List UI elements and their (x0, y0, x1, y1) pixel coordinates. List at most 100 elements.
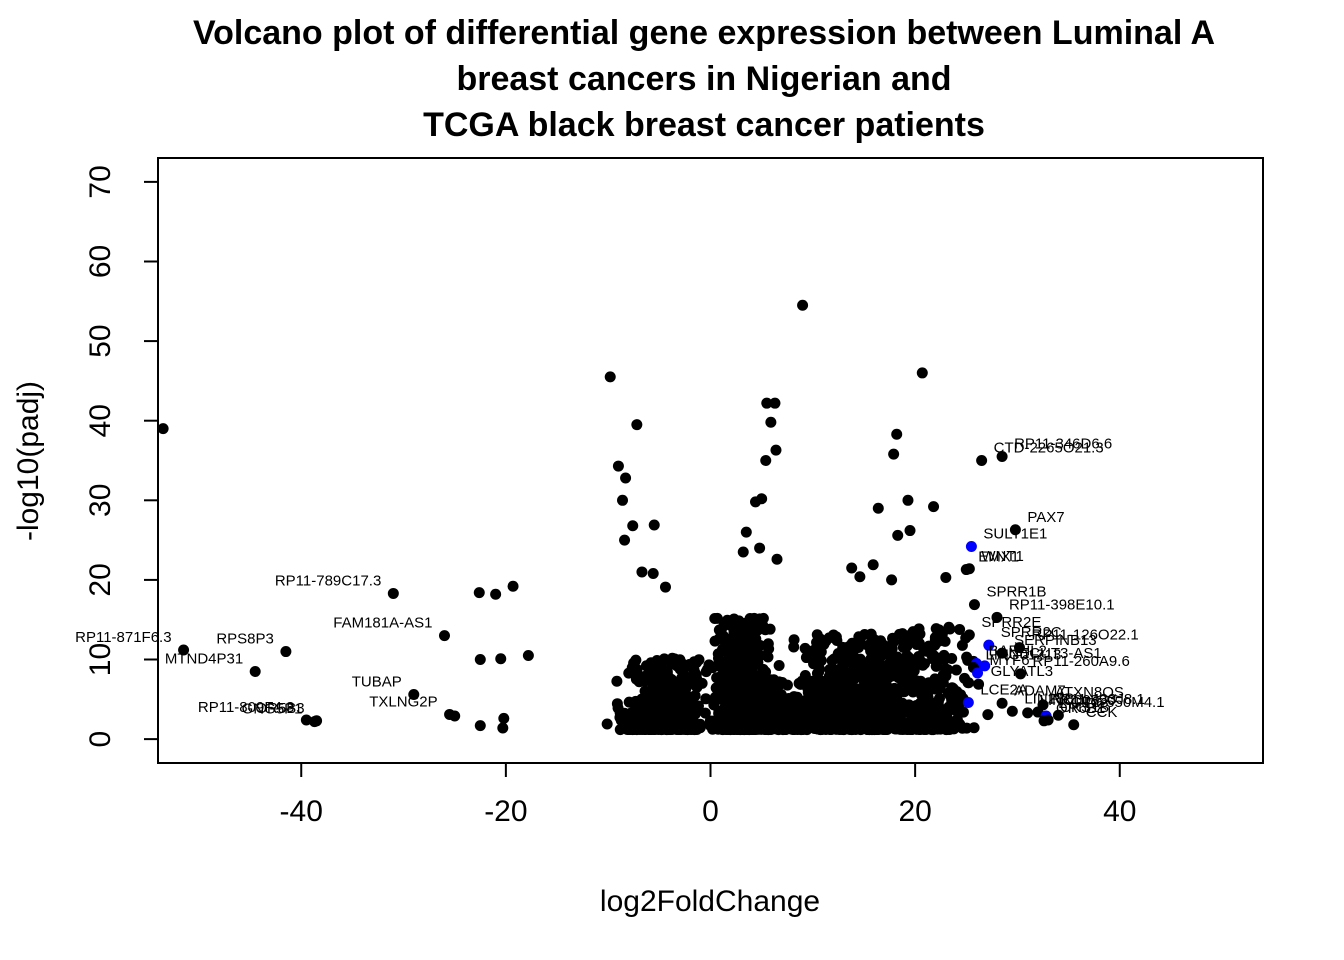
gene-label: SPRR2E (981, 614, 1041, 631)
data-point (844, 724, 856, 736)
gene-label: FAM181A-AS1 (333, 615, 432, 632)
data-point (522, 650, 534, 662)
data-point (776, 723, 788, 735)
data-point (880, 693, 892, 705)
data-point (636, 566, 648, 578)
labeled-data-point (387, 587, 399, 599)
data-point (674, 654, 686, 666)
gene-label: OR6B1 (1056, 700, 1105, 717)
labeled-data-point (280, 646, 292, 658)
gene-label: ATXN8OS (1055, 684, 1124, 701)
labeled-data-point (1052, 709, 1064, 721)
data-point (845, 710, 857, 722)
data-point (831, 650, 843, 662)
data-point (982, 709, 994, 721)
x-tick-label: 40 (1103, 795, 1136, 828)
data-point (928, 501, 940, 513)
gene-label: LINC01213 (985, 646, 1061, 663)
x-tick-label: 0 (702, 795, 719, 828)
data-point (760, 455, 772, 466)
gene-label: SULT1E1 (983, 525, 1047, 542)
data-point (876, 722, 888, 734)
data-point (741, 676, 753, 688)
data-point (946, 695, 958, 707)
data-point (788, 641, 800, 653)
data-point (725, 618, 737, 630)
gene-label: PAX7 (1027, 509, 1064, 526)
data-point (817, 689, 829, 701)
data-point (764, 623, 776, 635)
gene-label: CTC-550M4.1 (1070, 694, 1164, 711)
data-point (497, 722, 509, 734)
gene-label: RP11-809F4.3 (198, 699, 294, 716)
data-point (659, 696, 671, 708)
data-point (846, 562, 858, 574)
data-point (647, 568, 659, 580)
data-point (720, 641, 732, 653)
y-axis-label: -log10(padj) (12, 381, 45, 541)
labeled-data-point (991, 611, 1003, 623)
data-point (942, 664, 954, 676)
data-point (615, 715, 627, 727)
gene-label: TUBAP (352, 674, 402, 691)
labeled-data-point (309, 716, 321, 728)
y-tick-label: 20 (84, 563, 117, 596)
y-tick-label: 40 (84, 404, 117, 437)
chart-title-line-2: breast cancers in Nigerian and (456, 60, 952, 98)
data-point (913, 623, 925, 635)
data-point (865, 653, 877, 665)
labeled-data-point (1006, 705, 1018, 717)
data-point (855, 720, 867, 732)
data-point (756, 493, 768, 505)
data-point (756, 691, 768, 703)
data-point (653, 671, 665, 683)
labeled-data-point (996, 647, 1008, 659)
data-point (756, 703, 768, 715)
labeled-data-point (444, 708, 456, 720)
data-point (765, 416, 777, 428)
data-point (800, 652, 812, 664)
data-point (763, 643, 775, 655)
data-point (886, 574, 898, 586)
chart-title-line-1: Volcano plot of differential gene expres… (192, 14, 1216, 52)
data-point (806, 708, 818, 720)
gene-label: SPRR2C (1001, 624, 1062, 641)
data-point (679, 669, 691, 681)
labeled-data-point (960, 564, 972, 576)
data-point (888, 448, 900, 460)
data-point (892, 529, 904, 541)
data-point (659, 581, 671, 593)
labeled-data-point (249, 665, 261, 677)
data-point (652, 709, 664, 721)
data-point (900, 640, 912, 652)
data-point (707, 715, 719, 727)
data-point (832, 676, 844, 688)
data-point (887, 632, 899, 644)
data-point (620, 472, 632, 484)
data-point (946, 652, 958, 664)
data-point (819, 705, 831, 717)
data-point (889, 685, 901, 697)
data-point (864, 687, 876, 699)
data-point (846, 637, 858, 649)
data-point (882, 659, 894, 671)
y-tick-label: 70 (84, 165, 117, 198)
gene-label: RP11-346D6.6 (1014, 436, 1112, 453)
data-point (830, 631, 842, 643)
gene-label: GLYATL3 (991, 663, 1054, 680)
data-point (626, 712, 638, 724)
data-point (729, 708, 741, 720)
labeled-data-point (979, 660, 991, 672)
data-point (680, 705, 692, 717)
data-point (709, 635, 721, 647)
x-tick-label: 20 (898, 795, 931, 828)
data-point (934, 683, 946, 695)
data-point (675, 687, 687, 699)
data-point (769, 397, 781, 409)
data-point (940, 572, 952, 584)
data-point (954, 623, 966, 635)
labeled-data-point (973, 678, 985, 690)
data-point (157, 423, 169, 435)
